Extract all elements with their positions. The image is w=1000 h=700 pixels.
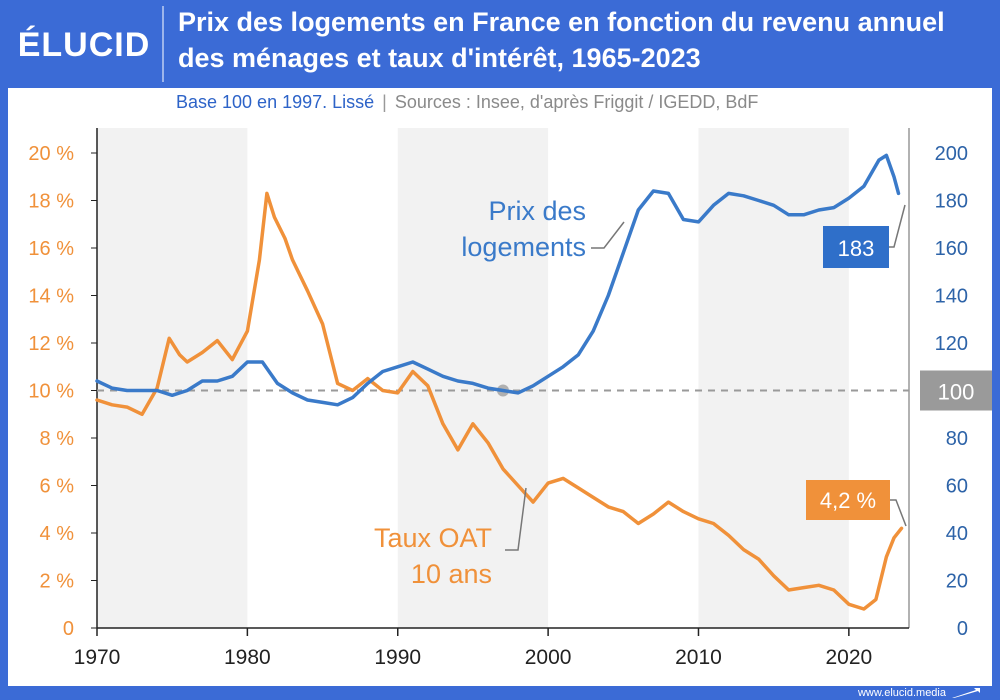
footer-url[interactable]: www.elucid.media <box>857 687 946 699</box>
y-right-tick-label: 40 <box>946 523 968 545</box>
elucid-logo[interactable]: ÉLUCID <box>17 26 151 64</box>
y-left-tick-label: 14 % <box>28 286 74 308</box>
subtitle-sources: Sources : Insee, d'après Friggit / IGEDD… <box>394 92 759 112</box>
label-prix-logements-leader <box>591 221 625 249</box>
y-left-tick-label: 10 % <box>28 381 74 403</box>
decade-shading <box>97 128 849 628</box>
subtitle-base: Base 100 en 1997. Lissé <box>176 92 375 112</box>
axes <box>96 128 910 629</box>
label-prix-logements-line-0: Prix des <box>488 196 586 226</box>
y-right-tick-label: 80 <box>946 428 968 450</box>
y-right-tick-label: 160 <box>935 238 968 260</box>
y-left-tick-label: 6 % <box>40 476 75 498</box>
x-tick-label: 1970 <box>74 646 121 669</box>
y-left-tick-label: 2 % <box>40 571 75 593</box>
y-left-tick-label: 20 % <box>28 143 74 165</box>
y-left-tick-label: 0 <box>63 618 74 640</box>
badge-183-bg <box>823 226 889 268</box>
y-left-tick-label: 12 % <box>28 333 74 355</box>
badge-183-leader <box>889 204 906 248</box>
y-right-tick-label: 200 <box>935 143 968 165</box>
y-right-tick-label: 0 <box>957 618 968 640</box>
series-prix-logements-line <box>95 153 901 407</box>
footer-arrow-icon <box>952 688 980 698</box>
logo-divider <box>162 6 164 82</box>
tick-labels: 0 2 % 4 % 6 % 8 % 10 % 12 % 14 % 16 % 18 % 20 % 0 20… <box>28 143 968 669</box>
label-taux-oat-line-0: Taux OAT <box>374 523 492 553</box>
series-taux-oat-line <box>95 191 904 611</box>
decade-shade-2 <box>698 128 849 628</box>
y-left-tick-label: 16 % <box>28 238 74 260</box>
x-tick-label: 2010 <box>675 646 722 669</box>
y-right-tick-label: 120 <box>935 333 968 355</box>
subtitle-separator: | <box>382 92 387 112</box>
y-right-tick-label: 140 <box>935 286 968 308</box>
y-left-tick-label: 8 % <box>40 428 75 450</box>
label-taux-oat-line-1: 10 ans <box>411 559 492 589</box>
badge-4-2-leader <box>890 499 907 527</box>
label-taux-oat-leader <box>505 487 527 551</box>
badge-100-bg <box>920 370 992 411</box>
badge-100-label: 100 <box>938 380 975 405</box>
badge-4-2-bg <box>806 480 890 520</box>
y-right-tick-label: 180 <box>935 191 968 213</box>
chart-title: Prix des logements en France en fonction… <box>178 7 945 73</box>
label-prix-logements-line-1: logements <box>461 232 586 262</box>
series-labels: Prix des logements Taux OAT 10 ans 183 4,2 % <box>374 196 907 589</box>
badge-183-label: 183 <box>838 236 875 261</box>
x-tick-label: 2020 <box>825 646 872 669</box>
y-right-tick-label: 60 <box>946 476 968 498</box>
chart-subtitle: Base 100 en 1997. Lissé | Sources : Insee,… <box>176 91 758 113</box>
x-tick-label: 2000 <box>525 646 572 669</box>
y-left-tick-label: 4 % <box>40 523 75 545</box>
y-right-tick-label: 20 <box>946 571 968 593</box>
x-tick-label: 1980 <box>224 646 271 669</box>
x-tick-label: 1990 <box>374 646 421 669</box>
badge-4-2-label: 4,2 % <box>820 488 876 513</box>
series-lines <box>95 153 904 611</box>
y-left-tick-label: 18 % <box>28 191 74 213</box>
reference-line-group: 100 <box>97 370 992 411</box>
decade-shade-1 <box>397 128 549 628</box>
